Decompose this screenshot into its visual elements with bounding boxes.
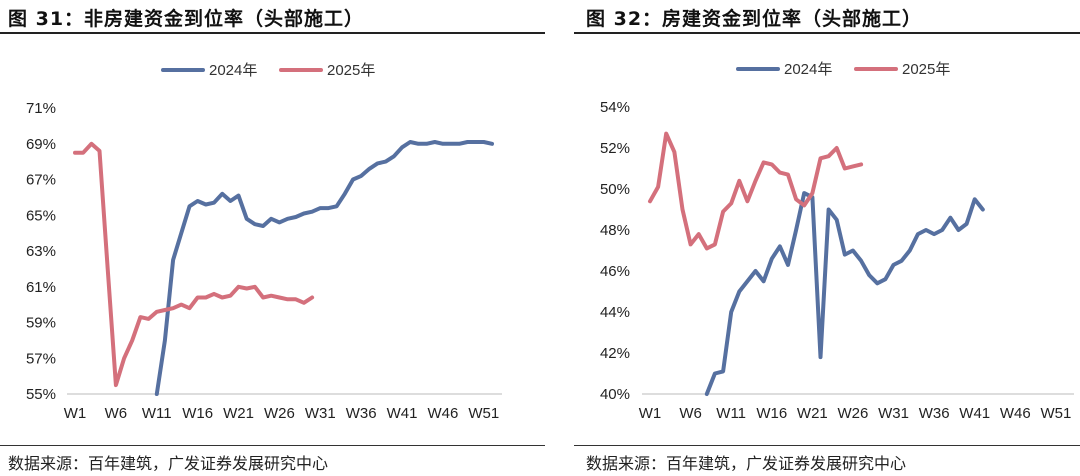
- series-line-2024: [704, 191, 985, 396]
- title-divider-31: [0, 32, 545, 34]
- y-tick-label: 69%: [26, 136, 56, 153]
- chart-title-31: 图 31：非房建资金到位率（头部施工）: [8, 8, 365, 30]
- x-tick-label: W46: [1000, 405, 1031, 422]
- x-tick-label: W16: [756, 405, 787, 422]
- source-note-32: 数据来源：百年建筑，广发证券发展研究中心: [586, 454, 907, 473]
- y-tick-label: 65%: [26, 207, 56, 224]
- chart-31: 55% 57% 59% 61% 63% 65% 67% 69% 71% W1 W6 W11 W16 W21…: [26, 62, 502, 422]
- x-tick-label: W41: [387, 405, 418, 422]
- y-tick-label: 40%: [600, 386, 630, 403]
- title-divider-32: [574, 32, 1080, 34]
- y-tick-label: 71%: [26, 100, 56, 117]
- x-tick-label: W6: [679, 405, 702, 422]
- x-tick-label: W31: [878, 405, 909, 422]
- x-tick-label: W41: [959, 405, 990, 422]
- legend-label-1: 2025年: [327, 62, 375, 79]
- series-line-2024: [154, 140, 494, 396]
- series-line-2025: [648, 131, 864, 251]
- y-tick-label: 57%: [26, 350, 56, 367]
- x-tick-label: W1: [639, 405, 662, 422]
- x-tick-label: W51: [1040, 405, 1071, 422]
- x-tick-label: W36: [919, 405, 950, 422]
- y-tick-label: 42%: [600, 345, 630, 362]
- y-tick-label: 63%: [26, 243, 56, 260]
- chart-title-32: 图 32：房建资金到位率（头部施工）: [586, 8, 923, 30]
- y-tick-label: 44%: [600, 304, 630, 321]
- y-tick-label: 50%: [600, 181, 630, 198]
- y-tick-label: 61%: [26, 279, 56, 296]
- source-note-31: 数据来源：百年建筑，广发证券发展研究中心: [8, 454, 329, 473]
- x-tick-label: W11: [142, 405, 172, 422]
- legend-label-0: 2024年: [784, 61, 832, 78]
- x-tick-label: W1: [64, 405, 87, 422]
- x-tick-label: W21: [797, 405, 828, 422]
- chart-32: 40% 42% 44% 46% 48% 50% 52% 54% W1 W6 W11 W16 W21 W26…: [600, 61, 1074, 422]
- series-line-2025: [73, 141, 315, 388]
- legend-label-1: 2025年: [902, 61, 950, 78]
- x-tick-label: W16: [182, 405, 213, 422]
- source-divider-31: [0, 445, 545, 446]
- x-tick-label: W26: [264, 405, 295, 422]
- x-tick-label: W46: [428, 405, 459, 422]
- y-tick-label: 59%: [26, 315, 56, 332]
- legend-label-0: 2024年: [209, 62, 257, 79]
- x-tick-label: W51: [468, 405, 499, 422]
- x-tick-label: W26: [838, 405, 869, 422]
- y-tick-label: 54%: [600, 99, 630, 116]
- y-tick-label: 52%: [600, 140, 630, 157]
- y-tick-label: 55%: [26, 386, 56, 403]
- x-tick-label: W36: [346, 405, 377, 422]
- x-tick-label: W21: [223, 405, 254, 422]
- x-tick-label: W31: [305, 405, 336, 422]
- y-tick-label: 67%: [26, 172, 56, 189]
- x-tick-label: W11: [716, 405, 746, 422]
- y-tick-label: 48%: [600, 222, 630, 239]
- y-tick-label: 46%: [600, 263, 630, 280]
- source-divider-32: [574, 445, 1080, 446]
- x-tick-label: W6: [105, 405, 128, 422]
